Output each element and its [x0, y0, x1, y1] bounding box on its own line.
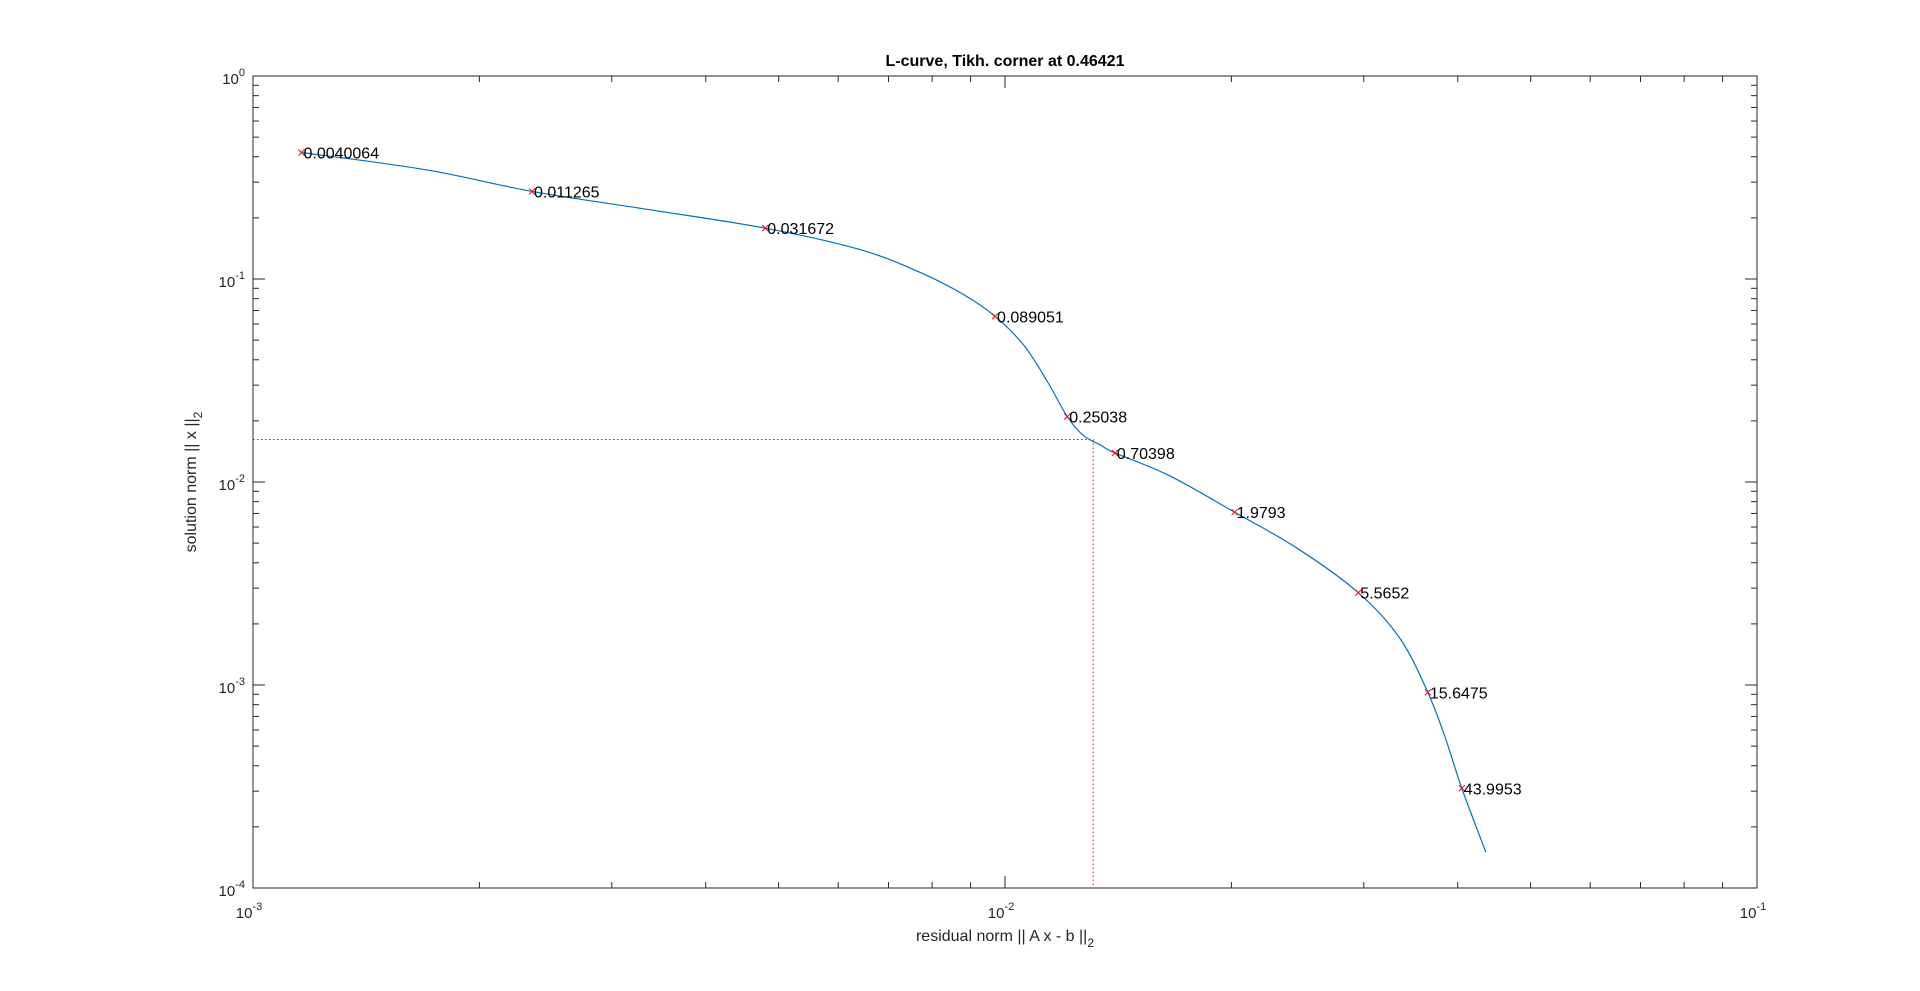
reg-param-marker: [1458, 784, 1466, 792]
reg-param-marker: [1354, 589, 1362, 597]
x-tick-exponent: -1: [1756, 901, 1766, 913]
marker-stroke: [1458, 784, 1466, 792]
y-axis-label: solution norm || x ||2: [183, 411, 205, 552]
reg-param-marker: [991, 312, 999, 320]
y-tick-exponent: 0: [239, 67, 245, 79]
marker-stroke: [528, 188, 536, 195]
label-layer: 0.0040064 0.011265 0.031672 0.089051 0.25038…: [303, 145, 1521, 798]
x-tick-base: 10: [988, 905, 1005, 922]
reg-param-label: 0.011265: [534, 184, 600, 201]
x-axis-label-main: residual norm || A x - b ||: [916, 928, 1087, 945]
reg-param-label: 0.031672: [767, 221, 834, 238]
reg-param-marker: [528, 188, 536, 195]
y-tick-base: 10: [222, 71, 239, 88]
marker-stroke: [1231, 508, 1238, 516]
y-tick-label: 10-1: [219, 270, 245, 291]
y-tick-exponent: -1: [235, 270, 245, 282]
reg-param-label: 15.6475: [1430, 685, 1488, 702]
marker-stroke: [1111, 449, 1119, 457]
y-axis-label-main: solution norm || x ||: [183, 418, 200, 552]
marker-stroke: [761, 224, 769, 232]
reg-param-marker: [1063, 413, 1071, 420]
y-tick-label: 10-2: [219, 473, 245, 494]
marker-layer: [298, 149, 1466, 792]
reg-param-marker: [1231, 508, 1238, 516]
corner-lines: [253, 438, 1094, 888]
y-axis-label-subscript: 2: [191, 411, 205, 418]
y-tick-label: 10-3: [219, 676, 245, 697]
x-axis-label: residual norm || A x - b ||2: [916, 928, 1094, 950]
reg-param-label: 0.70398: [1117, 446, 1175, 463]
reg-param-label: 1.9793: [1237, 505, 1286, 522]
y-tick-label: 10-4: [219, 879, 245, 900]
y-tick-exponent: -2: [235, 473, 245, 485]
x-tick-label: 10-1: [1740, 901, 1766, 922]
x-tick-exponent: -3: [252, 901, 262, 913]
plot-box: [252, 75, 1758, 889]
x-tick-label: 10-2: [988, 901, 1014, 922]
y-tick-exponent: -4: [235, 879, 245, 891]
marker-stroke: [1424, 688, 1432, 696]
x-tick-label: 10-3: [236, 901, 262, 922]
y-tick-base: 10: [219, 274, 236, 291]
reg-param-label: 0.0040064: [303, 145, 379, 162]
marker-stroke: [991, 312, 999, 320]
reg-param-label: 5.5652: [1360, 586, 1409, 603]
reg-param-label: 43.9953: [1464, 781, 1522, 798]
marker-stroke: [1354, 589, 1362, 597]
y-tick-base: 10: [219, 680, 236, 697]
reg-param-label: 0.089051: [997, 309, 1064, 326]
reg-param-label: 0.25038: [1069, 410, 1127, 427]
reg-param-marker: [298, 149, 305, 156]
y-tick-base: 10: [219, 883, 236, 900]
marker-stroke: [1063, 413, 1071, 420]
axes-frame: [252, 75, 1758, 889]
reg-param-marker: [1424, 688, 1432, 696]
reg-param-marker: [761, 224, 769, 232]
chart-title: L-curve, Tikh. corner at 0.46421: [886, 53, 1125, 70]
y-tick-label: 100: [222, 67, 245, 88]
reg-param-marker: [1111, 449, 1119, 457]
x-tick-base: 10: [1740, 905, 1757, 922]
x-axis-label-subscript: 2: [1087, 936, 1094, 950]
y-tick-base: 10: [219, 477, 236, 494]
y-tick-exponent: -3: [235, 676, 245, 688]
x-tick-base: 10: [236, 905, 253, 922]
marker-stroke: [298, 149, 305, 156]
x-tick-exponent: -2: [1004, 901, 1014, 913]
